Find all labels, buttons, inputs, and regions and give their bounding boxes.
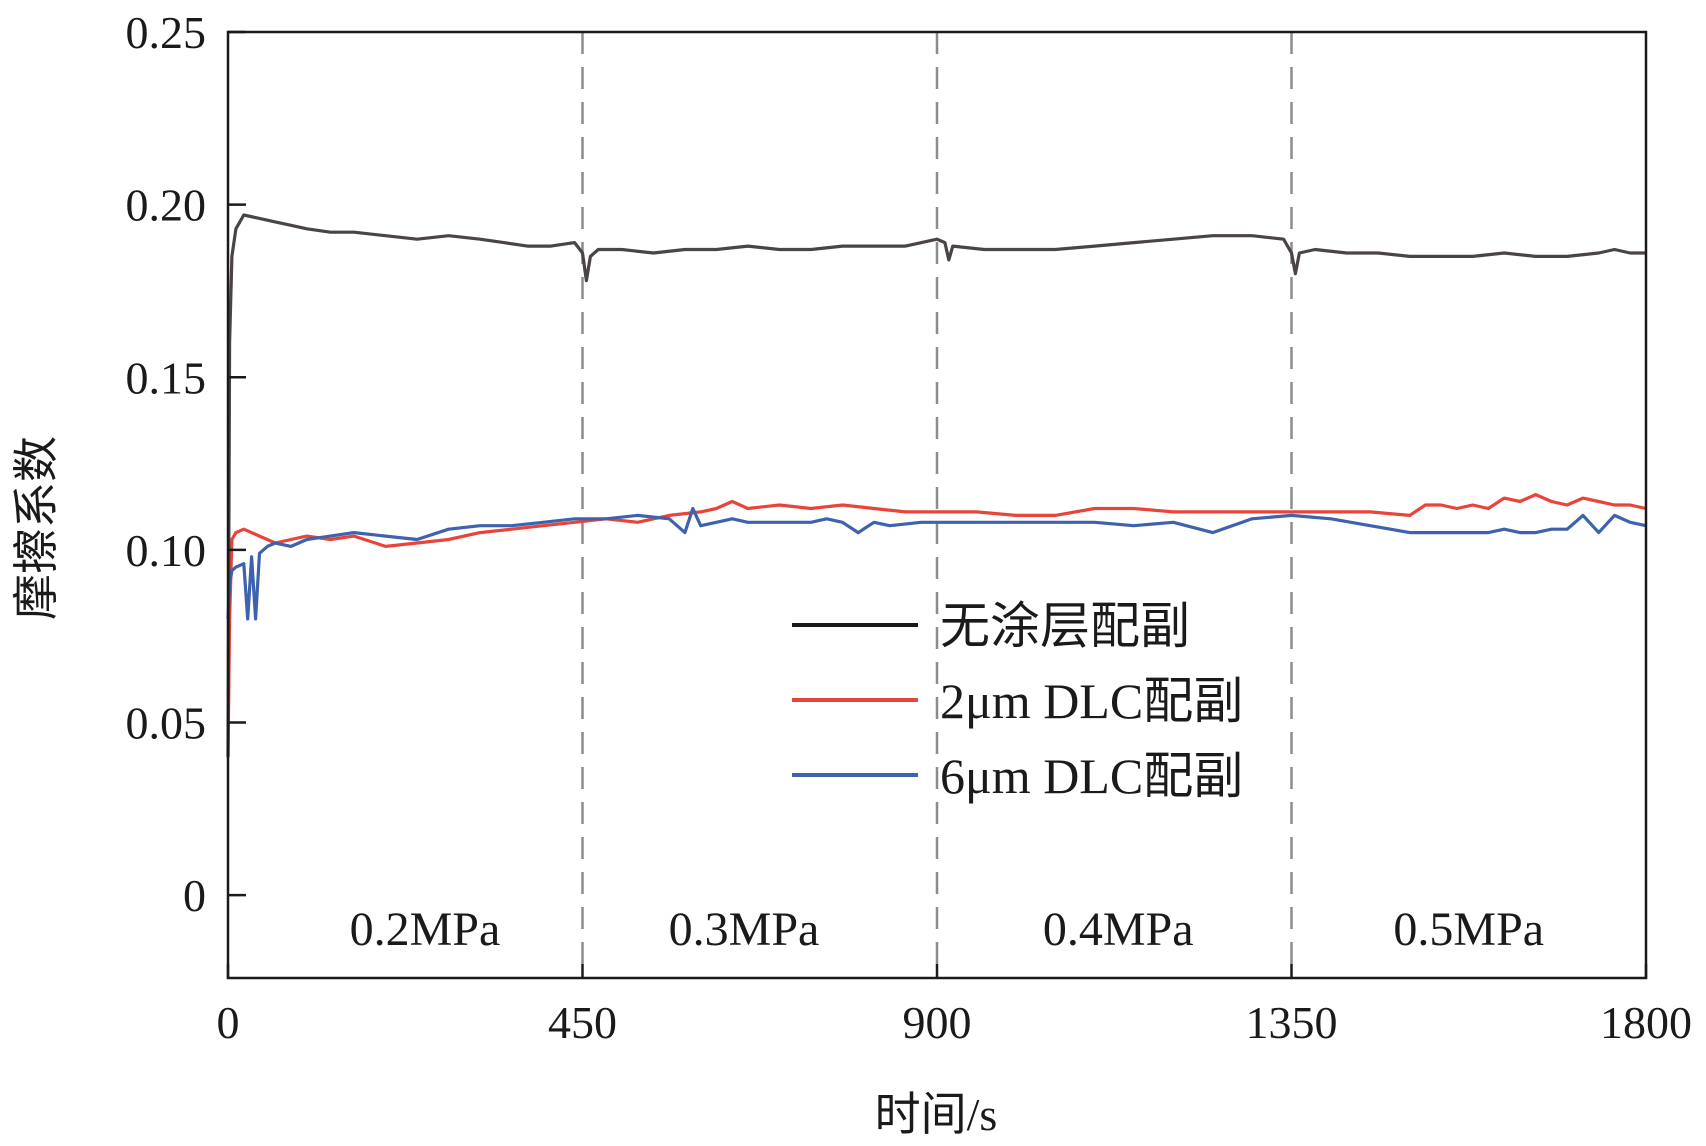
y-tick-label: 0.20 [126, 180, 207, 231]
y-tick-label: 0.15 [126, 352, 207, 403]
phase-label: 0.2MPa [350, 903, 501, 956]
x-axis-title: 时间/s [875, 1089, 998, 1140]
x-tick-label: 900 [903, 997, 972, 1048]
phase-labels: 0.2MPa 0.3MPa 0.4MPa 0.5MPa [350, 903, 1544, 956]
legend-label-6um-dlc: 6μm DLC配副 [940, 748, 1243, 804]
legend-label-uncoated: 无涂层配副 [940, 598, 1190, 654]
y-tick-label: 0.10 [126, 525, 207, 576]
phase-label: 0.4MPa [1043, 903, 1194, 956]
x-axis: 0 450 900 1350 1800 [217, 964, 1692, 1048]
legend-label-2um-dlc: 2μm DLC配副 [940, 673, 1243, 729]
phase-label: 0.5MPa [1393, 903, 1544, 956]
legend: 无涂层配副 2μm DLC配副 6μm DLC配副 [792, 598, 1243, 804]
y-tick-label: 0.25 [126, 7, 207, 58]
series-line [226, 493, 1647, 758]
series-line [226, 506, 1647, 621]
series-line [226, 213, 1646, 758]
series-layer [226, 213, 1647, 758]
x-tick-label: 450 [548, 997, 617, 1048]
y-tick-label: 0 [183, 870, 206, 921]
x-tick-label: 1800 [1600, 997, 1692, 1048]
phase-dividers [581, 32, 1293, 978]
y-tick-label: 0.05 [126, 698, 207, 749]
x-tick-label: 0 [217, 997, 240, 1048]
y-axis-title: 摩擦系数 [11, 436, 62, 620]
phase-label: 0.3MPa [669, 903, 820, 956]
x-tick-label: 1350 [1246, 997, 1338, 1048]
y-axis: 0 0.05 0.10 0.15 0.20 0.25 [126, 7, 246, 921]
